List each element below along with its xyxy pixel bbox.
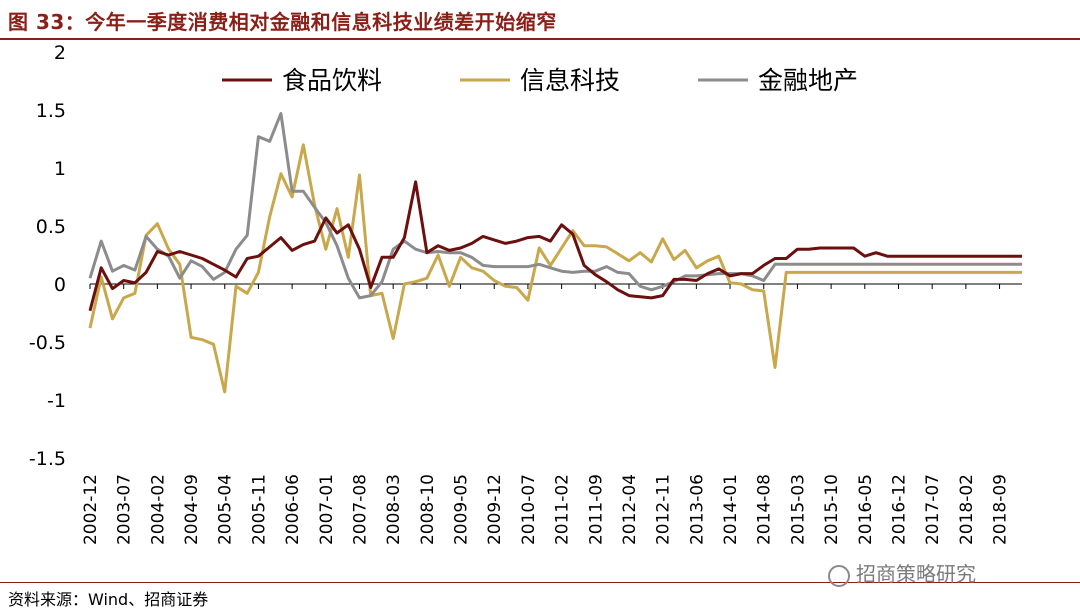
x-tick-label: 2008-10 [418,474,438,545]
watermark-text: 招商策略研究 [856,562,976,586]
legend-label: 食品饮料 [282,66,382,95]
x-tick-label: 2004-02 [148,474,168,545]
y-tick-label: 2 [54,42,66,64]
x-tick-label: 2012-04 [620,474,640,545]
x-tick-label: 2003-07 [115,474,135,545]
source-note: 资料来源：Wind、招商证券 [8,590,209,609]
x-tick-label: 2016-05 [856,474,876,545]
x-tick-label: 2008-03 [384,474,404,545]
x-tick-label: 2011-09 [586,474,606,545]
x-tick-label: 2004-09 [182,474,202,545]
title-divider [0,38,1080,40]
x-tick-label: 2009-12 [485,474,505,545]
source-divider [0,582,1080,583]
y-tick-label: -1.5 [29,448,66,470]
x-tick-label: 2011-02 [553,474,573,545]
legend-label: 金融地产 [758,66,858,95]
x-tick-label: 2014-01 [721,474,741,545]
figure-title: 图 33：今年一季度消费相对金融和信息科技业绩差开始缩窄 [8,10,557,34]
x-tick-label: 2016-12 [889,474,909,545]
y-tick-label: 1.5 [36,100,66,122]
x-tick-label: 2005-11 [249,474,269,545]
series-line-2 [88,143,1022,394]
x-tick-label: 2006-06 [283,474,303,545]
legend-label: 信息科技 [520,66,620,95]
x-tick-label: 2005-04 [216,474,236,545]
y-tick-label: 1 [54,158,66,180]
x-tick-label: 2002-12 [81,474,101,545]
x-tick-label: 2010-07 [519,474,539,545]
x-tick-label: 2018-02 [957,474,977,545]
y-tick-label: -1 [47,390,66,412]
x-tick-label: 2007-08 [350,474,370,545]
x-tick-label: 2017-07 [923,474,943,545]
y-tick-label: -0.5 [29,332,66,354]
series-line-1 [88,180,1022,312]
watermark: 招商策略研究 [828,558,976,587]
y-tick-label: 0.5 [36,216,66,238]
x-tick-label: 2009-05 [452,474,472,545]
x-tick-label: 2015-10 [822,474,842,545]
wechat-icon [828,564,850,587]
chart-legend: 食品饮料 信息科技 金融地产 [222,66,858,95]
x-tick-label: 2018-09 [991,474,1011,545]
x-tick-label: 2014-08 [755,474,775,545]
y-tick-label: 0 [54,274,66,296]
chart-lines [88,112,1022,394]
x-tick-label: 2013-06 [687,474,707,545]
series-line-3 [88,112,1022,300]
line-chart: -1.5 -1 -0.5 0 0.5 1 1.5 2 2002-12 2003-07 2004-02… [29,42,1022,545]
x-tick-label: 2012-11 [654,474,674,545]
x-tick-label: 2015-03 [788,474,808,545]
chart-axes: -1.5 -1 -0.5 0 0.5 1 1.5 2 2002-12 2003-07 2004-02… [29,42,1022,545]
x-tick-label: 2007-01 [317,474,337,545]
